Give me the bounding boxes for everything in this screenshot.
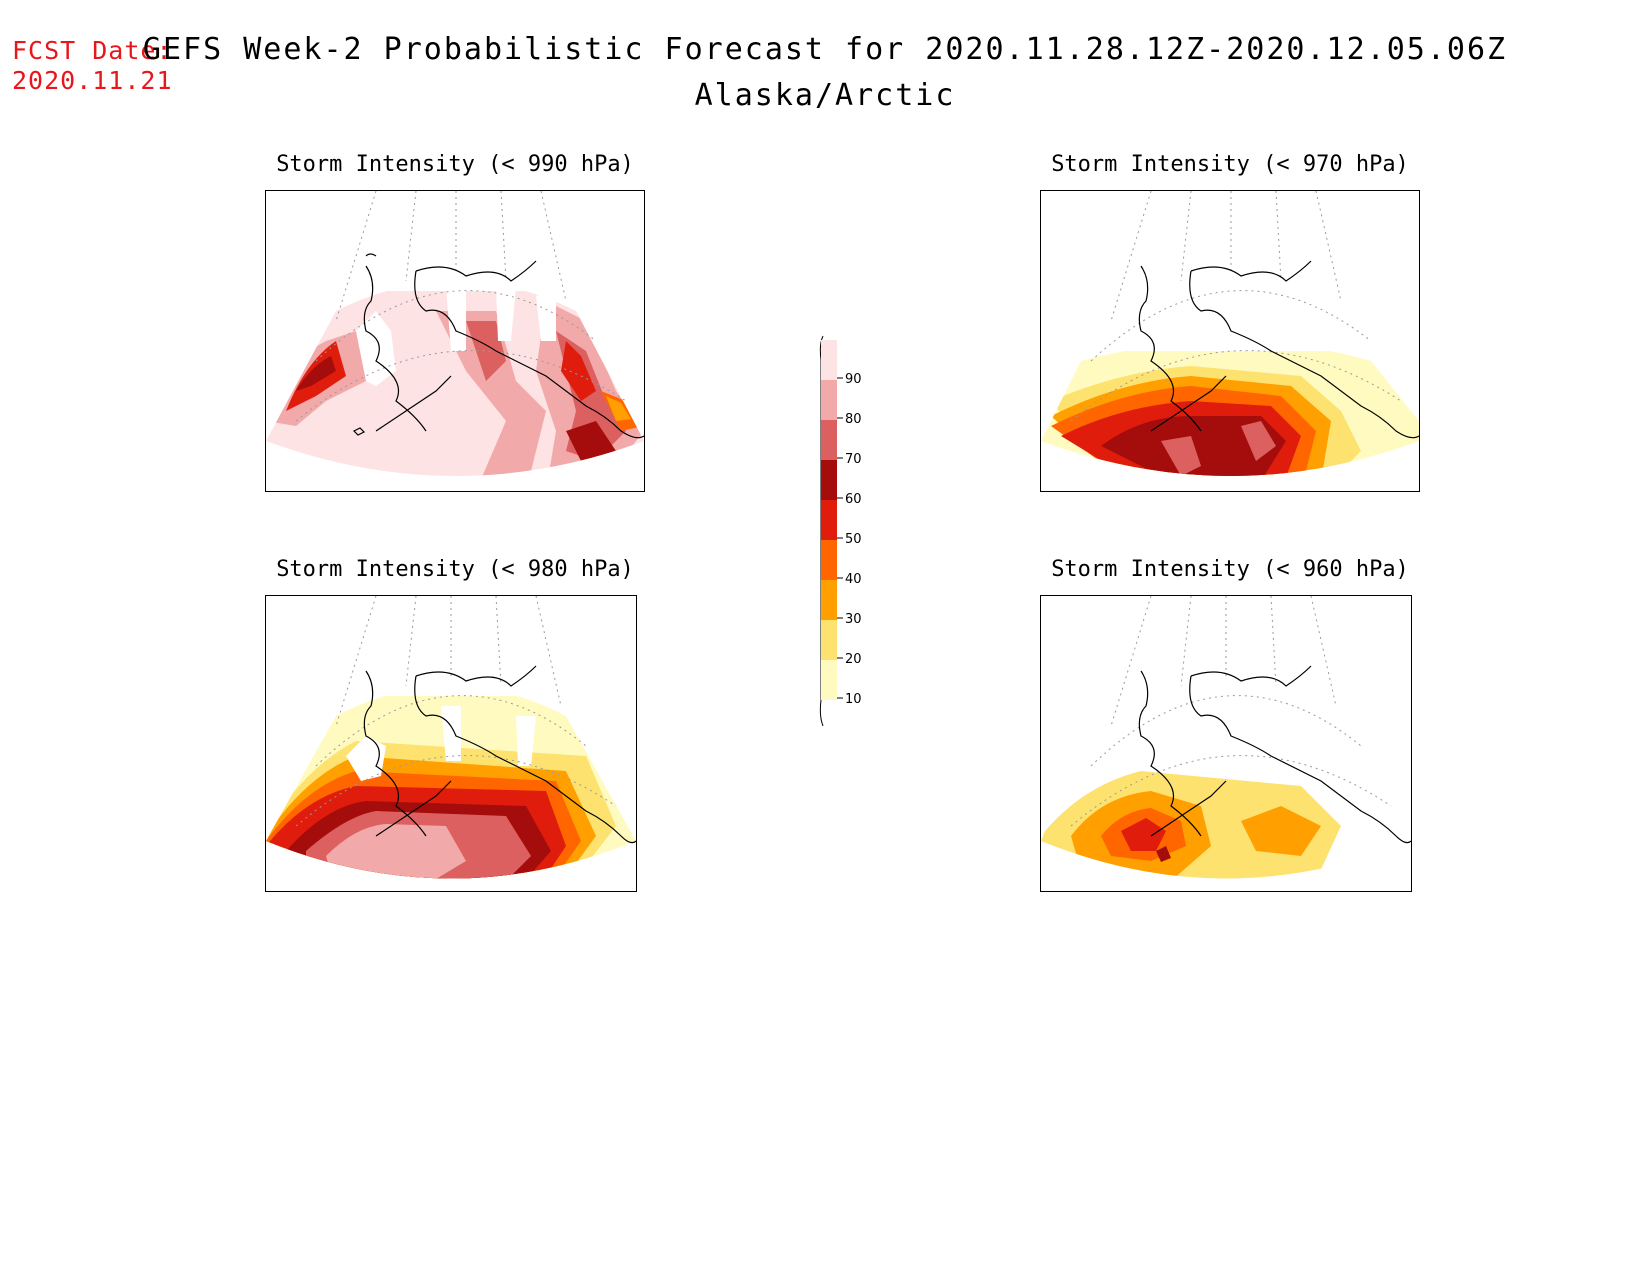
- colorbar-label-20: 20: [845, 652, 862, 667]
- probability-field-960: [1041, 771, 1341, 879]
- map-970: [1041, 191, 1419, 476]
- colorbar-label-30: 30: [845, 612, 862, 627]
- colorbar-label-40: 40: [845, 572, 862, 587]
- map-panel-980: [265, 595, 637, 892]
- colorbar-swatch-30: [821, 580, 837, 620]
- probability-field-970: [1041, 351, 1419, 476]
- colorbar-svg: 90 80 70 60 50 40 30 20 10: [819, 335, 862, 727]
- colorbar-swatch-90: [821, 340, 837, 380]
- coastline-970: [1138, 260, 1419, 439]
- colorbar-legend: 90 80 70 60 50 40 30 20 10: [815, 330, 875, 754]
- map-panel-990: [265, 190, 645, 492]
- map-panel-960: [1040, 595, 1412, 892]
- colorbar-swatch-20: [821, 620, 837, 660]
- colorbar-label-90: 90: [845, 372, 862, 387]
- colorbar-label-50: 50: [845, 532, 862, 547]
- colorbar-swatch-50: [821, 500, 837, 540]
- colorbar-swatch-80: [821, 380, 837, 420]
- graticule-990: [295, 191, 627, 422]
- map-960: [1041, 596, 1411, 879]
- colorbar-label-10: 10: [845, 692, 862, 707]
- panel-title-970: Storm Intensity (< 970 hPa): [1051, 152, 1409, 177]
- colorbar-label-80: 80: [845, 412, 862, 427]
- coastline-980: [363, 665, 636, 844]
- page-subtitle: Alaska/Arctic: [694, 78, 956, 113]
- fcst-date: 2020.11.21: [12, 66, 173, 95]
- colorbar-swatch-60: [821, 460, 837, 500]
- panel-title-980: Storm Intensity (< 980 hPa): [276, 557, 634, 582]
- colorbar-label-70: 70: [845, 452, 862, 467]
- forecast-date-label: FCST Date: 2020.11.21: [12, 36, 173, 96]
- graticule-960: [1070, 596, 1392, 827]
- map-panel-970: [1040, 190, 1420, 492]
- colorbar-label-60: 60: [845, 492, 862, 507]
- graticule-970: [1070, 191, 1402, 422]
- graticule-980: [295, 596, 617, 827]
- colorbar-swatch-70: [821, 420, 837, 460]
- page-title: GEFS Week-2 Probabilistic Forecast for 2…: [142, 32, 1508, 67]
- map-980: [266, 596, 636, 879]
- colorbar-swatch-10: [821, 660, 837, 700]
- fcst-label: FCST Date:: [12, 36, 173, 65]
- panel-title-960: Storm Intensity (< 960 hPa): [1051, 557, 1409, 582]
- panel-title-990: Storm Intensity (< 990 hPa): [276, 152, 634, 177]
- coastline-990: [352, 253, 644, 439]
- colorbar-swatch-40: [821, 540, 837, 580]
- coastline-960: [1138, 665, 1411, 844]
- map-990: [266, 191, 644, 476]
